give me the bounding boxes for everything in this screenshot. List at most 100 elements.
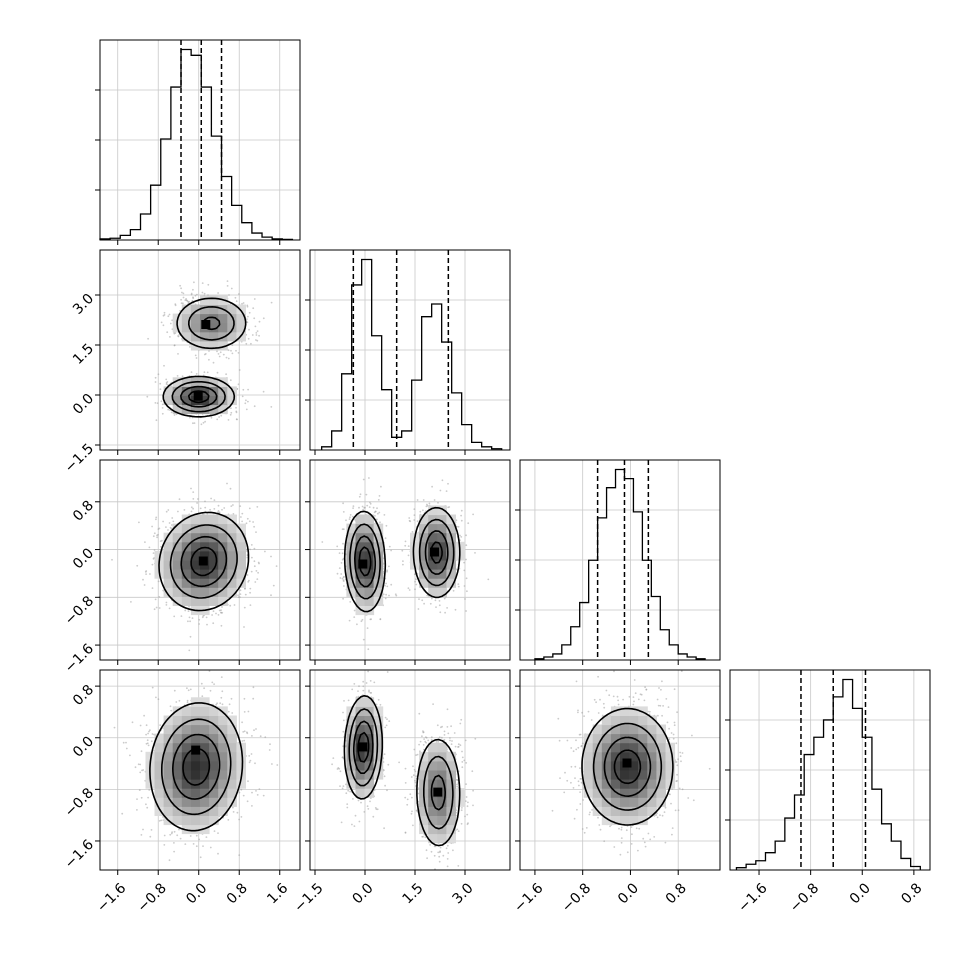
scatter-point [413, 508, 416, 510]
scatter-point [189, 635, 192, 638]
scatter-point [220, 624, 223, 627]
scatter-point [153, 532, 156, 535]
scatter-point [162, 324, 165, 327]
scatter-point [195, 357, 198, 359]
density-cell [209, 322, 219, 333]
histogram-panel-1 [305, 249, 511, 455]
density-cell [428, 578, 438, 588]
density-cell [181, 578, 192, 588]
scatter-point [385, 593, 387, 596]
scatter-point [149, 573, 151, 575]
scatter-point [465, 577, 468, 580]
scatter-point [174, 303, 177, 305]
scatter-point [246, 305, 249, 308]
scatter-point [378, 511, 381, 514]
scatter-point [255, 570, 258, 572]
scatter-point [255, 531, 257, 533]
scatter-point [262, 390, 265, 393]
scatter-point [413, 519, 416, 521]
density-cell [190, 541, 201, 552]
density-cell [227, 395, 237, 406]
scatter-point [351, 515, 354, 518]
scatter-point [336, 572, 339, 575]
scatter-point [168, 522, 171, 524]
density-cell [364, 532, 375, 543]
scatter-point [362, 478, 365, 481]
scatter-point [158, 607, 161, 609]
scatter-point [382, 557, 385, 560]
scatter-point [208, 358, 210, 361]
scatter-point [222, 353, 225, 356]
density-blocks [154, 514, 246, 616]
scatter-point [245, 342, 248, 345]
scatter-point [270, 555, 272, 558]
scatter-point [369, 502, 372, 505]
scatter-point [170, 411, 173, 414]
scatter-point [183, 509, 186, 511]
scatter-point [230, 407, 232, 410]
scatter-point [182, 296, 185, 299]
scatter-point [349, 516, 351, 519]
scatter-point [422, 509, 424, 512]
scatter-point [205, 616, 208, 619]
scatter-point [368, 477, 370, 479]
density-cell [200, 596, 210, 606]
grid-lines [730, 670, 930, 870]
scatter-point [218, 355, 221, 358]
scatter-point [130, 601, 132, 603]
scatter-point [414, 580, 416, 583]
scatter-point [460, 519, 463, 522]
density-cell [419, 550, 429, 561]
scatter-point [419, 510, 422, 513]
scatter-point [379, 521, 381, 524]
scatter-point [187, 610, 190, 612]
scatter-point [247, 400, 249, 403]
scatter-point [208, 350, 210, 352]
scatter-point [369, 618, 372, 621]
density-cell [200, 295, 210, 306]
scatter-point [216, 350, 218, 353]
scatter-point [252, 521, 255, 523]
density-cell [200, 331, 210, 342]
scatter-point [212, 622, 215, 625]
scatter-point [362, 638, 365, 641]
scatter-point [236, 418, 238, 421]
density-cell [227, 587, 237, 597]
scatter-point [457, 525, 460, 528]
scatter-point [364, 506, 366, 509]
scatter-point [242, 302, 245, 304]
scatter-point [181, 291, 183, 294]
scatter-point [217, 353, 220, 355]
scatter-point [231, 344, 234, 346]
scatter-point [225, 373, 228, 376]
histogram-panel-2 [515, 459, 721, 665]
scatter-point [169, 336, 171, 338]
scatter-point [250, 753, 253, 755]
density-cell [163, 541, 174, 552]
density-cell [364, 578, 375, 588]
scatter-point [369, 501, 371, 504]
scatter-point [356, 623, 358, 626]
scatter-point [404, 544, 407, 547]
scatter-point [180, 615, 183, 617]
scatter-point [188, 616, 191, 619]
density-cell [410, 550, 420, 561]
density-cell [209, 596, 219, 606]
scatter-point [206, 371, 209, 374]
scatter-panel-2-0: −1.6−0.80.00.8 [62, 459, 301, 676]
density-cell [373, 569, 384, 579]
scatter-point [249, 604, 252, 606]
scatter-point [221, 606, 223, 608]
density-cell [236, 541, 246, 552]
scatter-point [249, 591, 252, 594]
scatter-point [426, 512, 429, 515]
scatter-point [463, 561, 465, 564]
scatter-point [241, 520, 244, 523]
density-cell [364, 569, 375, 579]
density-cell [446, 569, 456, 579]
scatter-point [460, 509, 463, 512]
scatter-point [404, 540, 407, 543]
scatter-point [255, 332, 258, 334]
scatter-point [457, 583, 460, 585]
scatter-point [244, 402, 247, 405]
